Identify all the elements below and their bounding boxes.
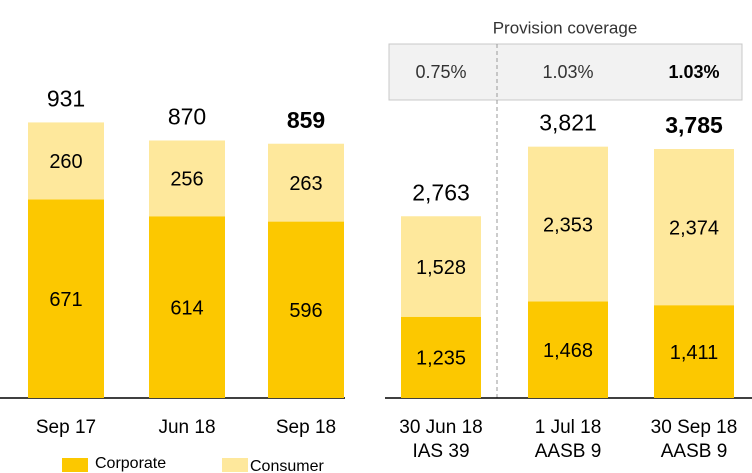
total-label: 931 — [47, 86, 85, 112]
total-label: 3,785 — [665, 112, 723, 138]
value-label: 1,528 — [416, 257, 466, 279]
legend-label: Consumer — [250, 458, 324, 473]
bar-segment — [654, 305, 734, 398]
x-tick-label: 1 Jul 18 — [535, 417, 602, 438]
value-label: 2,353 — [543, 214, 593, 236]
bar-segment — [401, 216, 481, 317]
coverage-label: 0.75% — [415, 62, 466, 82]
total-label: 3,821 — [539, 110, 597, 136]
coverage-label: 1.03% — [668, 62, 719, 82]
coverage-box — [388, 43, 743, 101]
bar-segment — [28, 122, 104, 200]
bar-segment — [149, 216, 225, 398]
bar-segment — [528, 301, 608, 398]
bar-segment — [268, 143, 344, 222]
x-tick-sublabel: AASB 9 — [661, 441, 728, 462]
value-label: 671 — [49, 289, 82, 311]
x-tick-label: Sep 17 — [36, 417, 96, 438]
total-label: 870 — [168, 104, 206, 130]
bar-segment — [149, 140, 225, 217]
total-label: 2,763 — [412, 179, 470, 205]
x-tick-label: Jun 18 — [158, 417, 215, 438]
value-label: 260 — [49, 151, 82, 173]
x-tick-label: 30 Jun 18 — [399, 417, 482, 438]
bar-segment — [28, 199, 104, 398]
bar-segment — [654, 149, 734, 306]
legend-swatch — [222, 458, 248, 472]
legend-label: Corporate — [95, 455, 166, 472]
x-tick-label: Sep 18 — [276, 417, 336, 438]
value-label: 1,411 — [670, 342, 719, 364]
value-label: 2,374 — [669, 217, 719, 239]
coverage-title: Provision coverage — [493, 18, 638, 37]
x-tick-sublabel: IAS 39 — [412, 441, 469, 462]
value-label: 596 — [289, 300, 322, 322]
total-label: 859 — [287, 107, 325, 133]
value-label: 256 — [170, 169, 203, 191]
legend-swatch — [62, 458, 88, 472]
value-label: 263 — [289, 173, 322, 195]
value-label: 1,235 — [416, 348, 466, 370]
coverage-label: 1.03% — [542, 62, 593, 82]
x-tick-sublabel: AASB 9 — [535, 441, 602, 462]
bar-segment — [528, 146, 608, 302]
x-tick-label: 30 Sep 18 — [651, 417, 738, 438]
value-label: 1,468 — [543, 340, 593, 362]
bar-segment — [268, 221, 344, 398]
bar-segment — [401, 316, 481, 398]
value-label: 614 — [170, 297, 203, 319]
